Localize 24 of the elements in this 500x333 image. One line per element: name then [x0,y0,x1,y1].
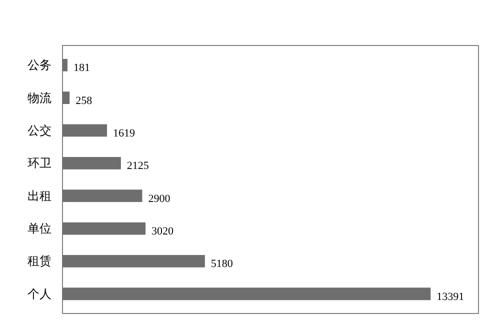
y-tick-label: 租赁 [28,254,52,268]
y-tick-label: 公务 [28,58,52,72]
bar [62,190,142,202]
y-tick-label: 物流 [28,90,52,105]
data-label: 3020 [152,226,174,238]
data-label: 1619 [113,127,136,140]
bar [62,222,146,235]
bar [62,156,121,170]
y-tick-label: 个人 [28,286,52,301]
bar [62,255,205,268]
data-label: 258 [76,94,93,107]
y-tick-label: 环卫 [28,156,52,170]
data-label: 2900 [148,192,171,205]
bar [62,288,431,300]
y-tick-label: 公交 [28,123,52,138]
y-tick-label: 出租 [28,188,52,203]
bar [62,58,68,72]
bar [62,92,70,104]
data-label: 13391 [436,290,464,303]
bar [62,124,108,137]
data-label: 2125 [126,160,150,172]
y-tick-label: 单位 [28,222,52,236]
data-label: 181 [73,62,90,74]
data-label: 5180 [210,258,234,270]
